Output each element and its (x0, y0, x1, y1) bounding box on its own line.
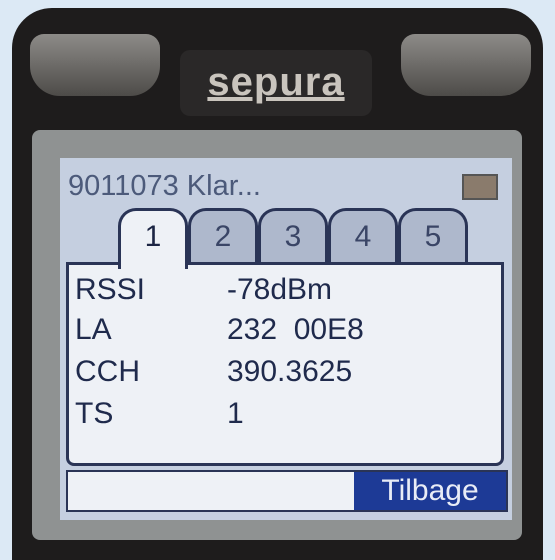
brand: sepura (180, 60, 372, 105)
info-panel: RSSI -78dBm LA 232 00E8 CCH 390.3625 TS … (66, 262, 504, 466)
row-label: CCH (75, 355, 140, 389)
device: sepura 9011073 Klar... 1 2 3 4 5 RSSI -7… (12, 8, 543, 560)
row-value: 390.3625 (227, 355, 352, 389)
tab[interactable]: 5 (398, 208, 468, 263)
tab[interactable]: 4 (328, 208, 398, 263)
row-value: 232 00E8 (227, 313, 364, 347)
left-key[interactable] (30, 34, 160, 96)
softkey-bar: Tilbage (66, 470, 508, 512)
row-label: TS (75, 397, 113, 431)
tab[interactable]: 1 (118, 208, 188, 269)
row-value: -78dBm (227, 273, 332, 307)
softkey[interactable]: Tilbage (354, 472, 506, 510)
tab[interactable]: 2 (188, 208, 258, 263)
row-label: LA (75, 313, 112, 347)
status-text: 9011073 Klar... (68, 170, 261, 203)
row-label: RSSI (75, 273, 145, 307)
row-value: 1 (227, 397, 244, 431)
right-key[interactable] (401, 34, 531, 96)
screen: 9011073 Klar... 1 2 3 4 5 RSSI -78dBm LA… (60, 158, 512, 520)
brand-plate: sepura (180, 50, 372, 116)
page: sepura 9011073 Klar... 1 2 3 4 5 RSSI -7… (0, 0, 555, 560)
tab[interactable]: 3 (258, 208, 328, 263)
message-icon (462, 174, 498, 200)
